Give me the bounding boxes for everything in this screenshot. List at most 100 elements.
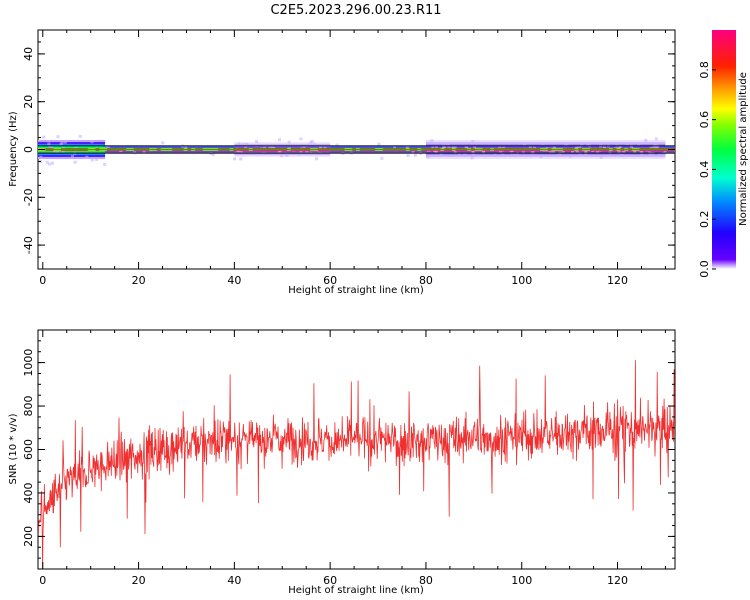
spectrogram-speckle: [315, 157, 319, 161]
spectrogram-speckle: [161, 141, 165, 145]
snr-x-tick-label: 40: [227, 574, 241, 587]
spectrogram-speckle: [653, 145, 657, 149]
spectrogram-speckle: [462, 152, 466, 156]
spectrogram-speckle: [578, 152, 582, 156]
spectrogram-speckle: [74, 145, 78, 149]
spectrogram-x-label: Height of straight line (km): [288, 285, 424, 296]
spectrogram-speckle: [596, 150, 600, 154]
colorbar-gradient: [712, 30, 736, 269]
spectrogram-y-tick-label: 0: [22, 146, 35, 153]
snr-frame: [37, 329, 676, 570]
spectrogram-speckle: [528, 146, 532, 150]
spectrogram-speckle: [571, 150, 575, 154]
spectrogram-speckle: [464, 145, 468, 149]
spectrogram-speckle: [473, 146, 477, 150]
spectrogram-speckle: [61, 149, 65, 153]
spectrogram-speckle: [90, 140, 94, 144]
spectrogram-speckle: [59, 143, 63, 147]
spectrogram-speckle: [55, 150, 59, 154]
spectrogram-speckle: [575, 150, 579, 154]
spectrogram-speckle: [658, 152, 662, 156]
colorbar-label: Normalized spectral amplitude: [738, 72, 749, 226]
spectrogram-speckle: [287, 140, 291, 144]
spectrogram-x-tick-label: 120: [607, 274, 628, 287]
spectrogram-speckle: [142, 149, 146, 153]
spectrogram-speckle: [654, 137, 658, 141]
spectrogram-speckle: [51, 161, 55, 165]
spectrogram-speckle: [430, 139, 434, 143]
spectrogram-speckle: [471, 153, 475, 157]
spectrogram-speckle: [245, 143, 249, 147]
spectrogram-speckle: [625, 142, 629, 146]
spectrogram-speckle: [502, 146, 506, 150]
snr-x-tick-label: 20: [132, 574, 146, 587]
spectrogram-speckle: [406, 154, 410, 158]
spectrogram-speckle: [306, 143, 310, 147]
spectrogram-plot-area: [38, 134, 675, 167]
spectrogram-speckle: [277, 138, 281, 142]
snr-x-tick-label: 120: [607, 574, 628, 587]
spectrogram-speckle: [305, 151, 309, 155]
spectrogram-speckle: [435, 145, 439, 149]
spectrogram-x-tick-label: 0: [39, 274, 46, 287]
spectrogram-speckle: [651, 145, 655, 149]
spectrogram-speckle: [278, 149, 282, 153]
colorbar-tick-label: 0.6: [698, 111, 711, 129]
snr-series-line: [38, 360, 675, 569]
spectrogram-speckle: [580, 143, 584, 147]
spectrogram-speckle: [73, 160, 77, 164]
spectrogram-x-tick-label: 100: [511, 274, 532, 287]
spectrogram-speckle: [451, 145, 455, 149]
snr-y-label: SNR (10 * v/v): [8, 413, 19, 484]
snr-y-tick-label: 800: [22, 396, 35, 417]
spectrogram-speckle: [42, 135, 46, 139]
spectrogram-speckle: [523, 143, 527, 147]
spectrogram-speckle: [60, 141, 64, 145]
snr-x-tick-label: 80: [419, 574, 433, 587]
spectrogram-speckle: [586, 142, 590, 146]
spectrogram-speckle: [618, 145, 622, 149]
spectrogram-speckle: [439, 152, 443, 156]
spectrogram-speckle: [541, 142, 545, 146]
spectrogram-ticks: 0 20 40 60 80 100 120 40 20 0 -20 -40: [22, 29, 675, 287]
spectrogram-speckle: [105, 146, 109, 150]
spectrogram-speckle: [377, 142, 381, 146]
figure-title: C2E5.2023.296.00.23.R11: [270, 3, 441, 18]
spectrogram-y-tick-label: 40: [22, 47, 35, 61]
spectrogram-speckle: [499, 149, 503, 153]
spectrogram-speckle: [280, 154, 284, 158]
spectrogram-speckle: [446, 142, 450, 146]
spectrogram-speckle: [493, 153, 497, 157]
spectrogram-speckle: [630, 145, 634, 149]
snr-y-tick-label: 1000: [22, 349, 35, 377]
spectrogram-speckle: [78, 134, 82, 138]
spectrogram-speckle: [103, 163, 107, 167]
spectrogram-speckle: [584, 152, 588, 156]
spectrogram-speckle: [297, 152, 301, 156]
spectrogram-speckle: [63, 140, 67, 144]
spectrogram-speckle: [557, 153, 561, 157]
spectrogram-speckle: [48, 162, 52, 166]
spectrogram-speckle: [299, 149, 303, 153]
spectrogram-x-tick-label: 80: [419, 274, 433, 287]
spectrogram-speckle: [633, 149, 637, 153]
spectrogram-panel: 0 20 40 60 80 100 120 40 20 0 -20 -40 Height of str…: [8, 29, 676, 296]
spectrogram-speckle: [622, 150, 626, 154]
spectrogram-speckle: [653, 143, 657, 147]
spectrogram-speckle: [335, 143, 339, 147]
spectrogram-speckle: [539, 155, 543, 159]
spectrogram-speckle: [211, 152, 215, 156]
spectrogram-speckle: [312, 143, 316, 147]
spectrogram-speckle: [380, 156, 384, 160]
spectrogram-speckle: [62, 146, 66, 150]
spectrogram-speckle: [615, 143, 619, 147]
spectrogram-speckle: [56, 135, 60, 139]
spectrogram-speckle: [443, 145, 447, 149]
snr-x-tick-label: 100: [511, 574, 532, 587]
spectrogram-speckle: [299, 137, 303, 141]
spectrogram-speckle: [470, 156, 474, 160]
spectrogram-speckle: [426, 155, 430, 159]
spectrogram-speckle: [318, 152, 322, 156]
spectrogram-speckle: [52, 149, 56, 153]
spectrogram-speckle: [405, 146, 409, 150]
